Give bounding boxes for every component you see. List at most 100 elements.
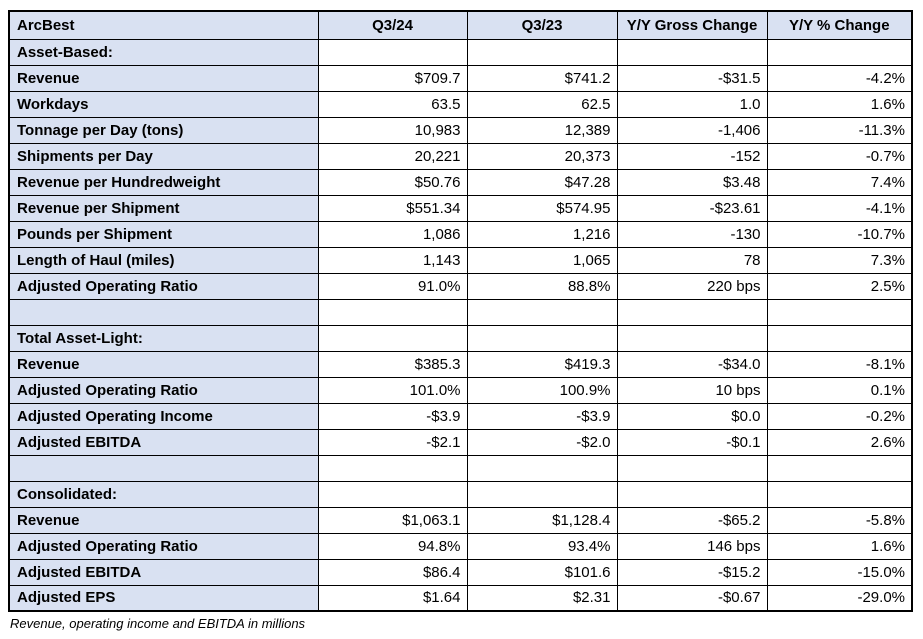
table-row: Tonnage per Day (tons) 10,983 12,389 -1,406… <box>8 116 913 144</box>
value-cell: 63.5 <box>317 90 468 118</box>
value-cell <box>616 298 768 326</box>
row-label-cell: Shipments per Day <box>8 142 319 170</box>
row-label-cell: Revenue per Shipment <box>8 194 319 222</box>
value-cell: -4.1% <box>766 194 913 222</box>
table-row: Adjusted EBITDA $86.4 $101.6 -$15.2 -15.0% <box>8 558 913 586</box>
value-cell <box>766 324 913 352</box>
value-cell: -$3.9 <box>466 402 618 430</box>
row-label-cell: Tonnage per Day (tons) <box>8 116 319 144</box>
row-label-cell: Length of Haul (miles) <box>8 246 319 274</box>
table-row: Revenue per Hundredweight $50.76 $47.28 $3.… <box>8 168 913 196</box>
value-cell: -$3.9 <box>317 402 468 430</box>
row-label-cell: Asset-Based: <box>8 38 319 66</box>
table-row: Adjusted Operating Ratio 94.8% 93.4% 146 bp… <box>8 532 913 560</box>
value-cell: -8.1% <box>766 350 913 378</box>
table-row: Shipments per Day 20,221 20,373 -152 -0.7% <box>8 142 913 170</box>
value-cell <box>317 454 468 482</box>
table-row: Consolidated: <box>8 480 913 508</box>
value-cell: 10,983 <box>317 116 468 144</box>
value-cell: 1,143 <box>317 246 468 274</box>
value-cell: 2.5% <box>766 272 913 300</box>
value-cell: -$31.5 <box>616 64 768 92</box>
value-cell: 0.1% <box>766 376 913 404</box>
table-row <box>8 454 913 482</box>
value-cell: -$0.67 <box>616 584 768 612</box>
value-cell: -$0.1 <box>616 428 768 456</box>
table-row: Workdays 63.5 62.5 1.0 1.6% <box>8 90 913 118</box>
value-cell: 12,389 <box>466 116 618 144</box>
table-row: Revenue $709.7 $741.2 -$31.5 -4.2% <box>8 64 913 92</box>
value-cell <box>466 324 618 352</box>
table-row: Adjusted Operating Income -$3.9 -$3.9 $0.0-… <box>8 402 913 430</box>
value-cell <box>766 298 913 326</box>
value-cell: -$23.61 <box>616 194 768 222</box>
table-row: Asset-Based: <box>8 38 913 66</box>
row-label-cell: Adjusted EPS <box>8 584 319 612</box>
value-cell: 7.4% <box>766 168 913 196</box>
row-label-cell: Revenue <box>8 506 319 534</box>
value-cell: $0.0 <box>616 402 768 430</box>
value-cell: $50.76 <box>317 168 468 196</box>
table-row: Revenue $1,063.1 $1,128.4 -$65.2 -5.8% <box>8 506 913 534</box>
row-label-cell <box>8 454 319 482</box>
value-cell: -$15.2 <box>616 558 768 586</box>
row-label-cell: Adjusted EBITDA <box>8 558 319 586</box>
value-cell <box>616 324 768 352</box>
row-label-cell: Workdays <box>8 90 319 118</box>
value-cell: 93.4% <box>466 532 618 560</box>
value-cell: -4.2% <box>766 64 913 92</box>
value-cell: $1,128.4 <box>466 506 618 534</box>
value-cell: 88.8% <box>466 272 618 300</box>
table-row: Total Asset-Light: <box>8 324 913 352</box>
value-cell <box>766 38 913 66</box>
value-cell <box>466 480 618 508</box>
value-cell: $385.3 <box>317 350 468 378</box>
table-body: Asset-Based: Revenue $709.7 $741.2 -$31.5 -4.… <box>8 38 913 612</box>
value-cell: $551.34 <box>317 194 468 222</box>
value-cell: -10.7% <box>766 220 913 248</box>
table-row: Pounds per Shipment 1,086 1,216 -130 -10.7% <box>8 220 913 248</box>
value-cell: 91.0% <box>317 272 468 300</box>
value-cell: $2.31 <box>466 584 618 612</box>
value-cell: 101.0% <box>317 376 468 404</box>
row-label-cell: Adjusted Operating Ratio <box>8 532 319 560</box>
row-label-cell: Total Asset-Light: <box>8 324 319 352</box>
value-cell: $1.64 <box>317 584 468 612</box>
row-label-cell: Adjusted EBITDA <box>8 428 319 456</box>
value-cell: $419.3 <box>466 350 618 378</box>
table-row: Revenue $385.3 $419.3 -$34.0 -8.1% <box>8 350 913 378</box>
row-label-cell: Revenue per Hundredweight <box>8 168 319 196</box>
value-cell: $47.28 <box>466 168 618 196</box>
value-cell: 7.3% <box>766 246 913 274</box>
value-cell: 100.9% <box>466 376 618 404</box>
value-cell: 1.6% <box>766 532 913 560</box>
row-label-cell: Adjusted Operating Income <box>8 402 319 430</box>
value-cell: $101.6 <box>466 558 618 586</box>
value-cell <box>766 480 913 508</box>
financial-comparison-table: ArcBest Q3/24 Q3/23 Y/Y Gross Change Y/Y % C… <box>8 10 913 612</box>
row-label-cell: Revenue <box>8 64 319 92</box>
value-cell <box>317 38 468 66</box>
table-row: Adjusted Operating Ratio 91.0% 88.8% 220 bp… <box>8 272 913 300</box>
table-row: Adjusted EBITDA -$2.1 -$2.0 -$0.1 2.6% <box>8 428 913 456</box>
value-cell <box>317 324 468 352</box>
value-cell: -15.0% <box>766 558 913 586</box>
value-cell: $709.7 <box>317 64 468 92</box>
value-cell: 78 <box>616 246 768 274</box>
value-cell: -0.7% <box>766 142 913 170</box>
header-row: ArcBest Q3/24 Q3/23 Y/Y Gross Change Y/Y % C… <box>8 10 913 40</box>
value-cell: 10 bps <box>616 376 768 404</box>
value-cell: -$34.0 <box>616 350 768 378</box>
value-cell: -$2.1 <box>317 428 468 456</box>
value-cell: 1,065 <box>466 246 618 274</box>
table-row: Length of Haul (miles) 1,143 1,065 78 7.3% <box>8 246 913 274</box>
row-label-cell: Adjusted Operating Ratio <box>8 376 319 404</box>
value-cell: 62.5 <box>466 90 618 118</box>
value-cell: $741.2 <box>466 64 618 92</box>
value-cell: 1.6% <box>766 90 913 118</box>
value-cell: -1,406 <box>616 116 768 144</box>
value-cell <box>317 480 468 508</box>
column-header: Y/Y Gross Change <box>616 10 768 40</box>
value-cell <box>766 454 913 482</box>
